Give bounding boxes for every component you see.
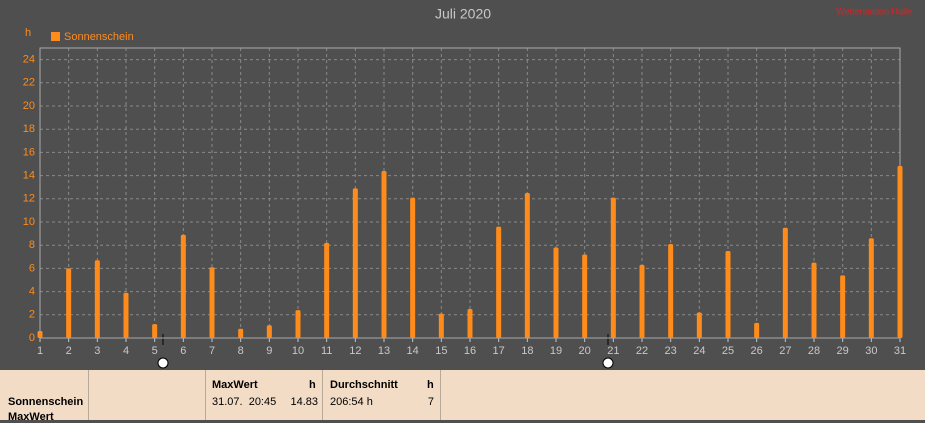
- bar: [381, 170, 387, 338]
- x-tick-label: 12: [349, 345, 361, 357]
- x-tick-label: 27: [779, 345, 791, 357]
- column-unit: h: [309, 379, 316, 391]
- bar: [66, 268, 72, 338]
- cell: [0, 370, 89, 420]
- bar: [324, 242, 330, 338]
- chart-title: Juli 2020: [435, 6, 491, 22]
- y-tick-label: 22: [23, 77, 35, 89]
- chart: Juli 2020 Wetterstation Halle h 02468101…: [23, 6, 912, 369]
- cell: [205, 370, 323, 420]
- x-tick-label: 1: [37, 345, 43, 357]
- bar: [868, 238, 874, 338]
- x-tick-label: 30: [865, 345, 877, 357]
- x-tick-label: 21: [607, 345, 619, 357]
- x-tick-label: 28: [808, 345, 820, 357]
- x-tick-label: 4: [123, 345, 129, 357]
- max-time: 31.07. 20:45: [212, 396, 277, 408]
- x-tick-label: 19: [550, 345, 562, 357]
- column-unit: h: [427, 379, 434, 391]
- x-tick-label: 11: [321, 345, 332, 357]
- bar: [94, 260, 100, 338]
- y-tick-label: 24: [23, 54, 35, 66]
- y-tick-label: 20: [23, 100, 35, 112]
- row-label: Sonnenschein: [8, 396, 84, 408]
- x-tick-label: 31: [894, 345, 906, 357]
- legend-label: Sonnenschein: [64, 31, 134, 43]
- x-tick-label: 29: [837, 345, 849, 357]
- x-tick-label: 25: [722, 345, 734, 357]
- y-tick-label: 10: [23, 216, 35, 228]
- bar: [696, 312, 702, 338]
- y-tick-label: 8: [29, 239, 35, 251]
- bar: [438, 313, 444, 338]
- summary-table: Sonnenschein MaxWert MaxWert h 31.07. 20…: [0, 370, 925, 423]
- bar: [782, 227, 788, 338]
- x-tick-label: 7: [209, 345, 215, 357]
- y-tick-label: 12: [23, 193, 35, 205]
- column-header: Durchschnitt: [330, 379, 398, 391]
- max-value: 14.83: [290, 396, 318, 408]
- x-tick-label: 24: [693, 345, 705, 357]
- bar: [496, 226, 502, 338]
- bar: [266, 325, 272, 338]
- bar: [754, 322, 760, 338]
- legend-swatch: [51, 32, 60, 41]
- bar: [123, 292, 129, 338]
- bar: [668, 244, 674, 338]
- x-tick-label: 22: [636, 345, 648, 357]
- bar: [524, 193, 530, 338]
- x-tick-label: 18: [521, 345, 533, 357]
- x-tick-label: 16: [464, 345, 476, 357]
- x-tick-label: 17: [493, 345, 505, 357]
- x-tick-label: 6: [180, 345, 186, 357]
- y-tick-label: 14: [23, 170, 35, 182]
- x-tick-label: 15: [435, 345, 447, 357]
- bar: [811, 262, 817, 338]
- bar: [610, 197, 616, 338]
- y-tick-label: 0: [29, 332, 35, 344]
- average-value: 7: [427, 396, 434, 408]
- y-tick-label: 16: [23, 146, 35, 158]
- bar: [553, 247, 559, 338]
- sum-value: 206:54 h: [330, 396, 373, 408]
- marker-handle[interactable]: [602, 357, 614, 369]
- bar: [582, 254, 588, 338]
- y-tick-label: 6: [29, 262, 35, 274]
- y-axis-label: h: [25, 27, 31, 39]
- x-tick-label: 13: [378, 345, 390, 357]
- bar: [238, 328, 244, 338]
- y-tick-label: 18: [23, 123, 35, 135]
- x-tick-label: 3: [94, 345, 100, 357]
- x-tick-label: 2: [66, 345, 72, 357]
- bar: [467, 309, 473, 338]
- x-tick-label: 10: [292, 345, 304, 357]
- y-tick-label: 4: [29, 286, 35, 298]
- bar: [639, 264, 645, 338]
- column-header: MaxWert: [212, 379, 258, 391]
- bar: [37, 331, 43, 338]
- bar: [725, 251, 731, 338]
- x-tick-label: 23: [665, 345, 677, 357]
- bar: [209, 267, 215, 338]
- bar: [295, 310, 301, 338]
- x-tick-label: 20: [579, 345, 591, 357]
- y-tick-label: 2: [29, 309, 35, 321]
- cell: [322, 370, 441, 420]
- x-tick-label: 8: [238, 345, 244, 357]
- x-tick-label: 5: [152, 345, 158, 357]
- x-tick-label: 26: [751, 345, 763, 357]
- row-label: MaxWert: [8, 411, 54, 423]
- bar: [352, 188, 358, 338]
- marker-handle[interactable]: [157, 357, 169, 369]
- bar: [897, 165, 903, 338]
- x-tick-label: 9: [266, 345, 272, 357]
- source-label: Wetterstation Halle: [836, 6, 912, 16]
- cell: [88, 370, 206, 420]
- x-tick-label: 14: [407, 345, 419, 357]
- bar: [840, 275, 846, 338]
- bar: [152, 324, 158, 338]
- bar: [180, 234, 186, 338]
- bar: [410, 197, 416, 338]
